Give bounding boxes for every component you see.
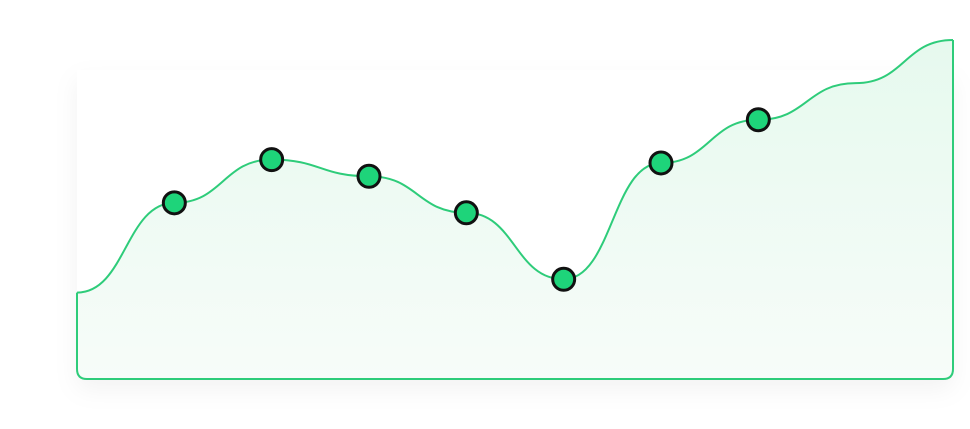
- data-point-6[interactable]: [648, 150, 674, 176]
- data-point-2[interactable]: [259, 147, 285, 173]
- data-point-3[interactable]: [356, 163, 382, 189]
- data-point-4[interactable]: [453, 200, 479, 226]
- series-line: [76, 38, 954, 294]
- data-point-5[interactable]: [551, 266, 577, 292]
- data-point-1[interactable]: [161, 190, 187, 216]
- chart-frame-line: [76, 39, 954, 380]
- data-point-7[interactable]: [745, 107, 771, 133]
